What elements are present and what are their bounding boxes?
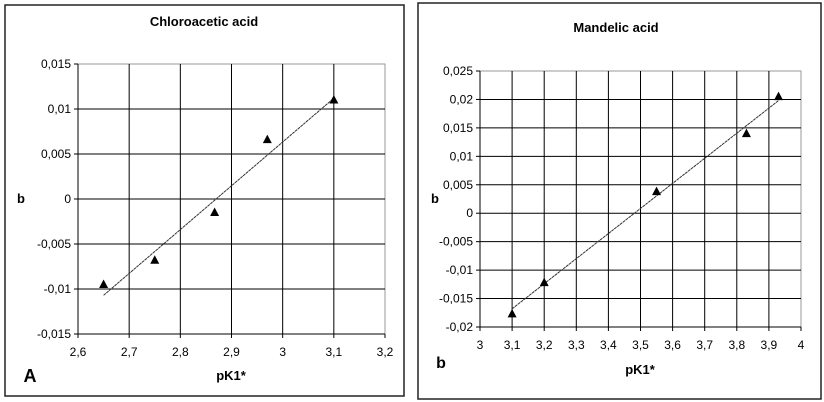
chart-1-y-tick-label: 0 <box>64 192 71 206</box>
chart-1-x-tick-label: 3,2 <box>377 345 394 359</box>
chart-2-y-tick-label: -0,02 <box>446 320 474 334</box>
chart-1-y-tick-label: 0,015 <box>41 57 71 71</box>
chart-2-x-tick-label: 3,6 <box>664 338 681 352</box>
chart-2-y-tick-label: -0,01 <box>446 263 474 277</box>
chart-2-x-tick-label: 3,9 <box>761 338 778 352</box>
chart-2-y-tick-label: 0,01 <box>450 149 474 163</box>
chart-1-y-tick-label: -0,01 <box>44 282 72 296</box>
chart-2-trendline <box>511 100 779 310</box>
chart-1-x-tick-label: 2,8 <box>172 345 189 359</box>
chart-1-data-point <box>99 279 109 288</box>
chart-2-y-axis-label: b <box>431 191 439 206</box>
chart-1-x-tick-label: 2,9 <box>223 345 240 359</box>
chart-2-y-tick-label: 0,02 <box>450 92 474 106</box>
chart-1-y-tick-label: -0,005 <box>37 237 71 251</box>
chart-1-data-point <box>150 255 160 264</box>
chart-1-x-tick-label: 2,6 <box>70 345 87 359</box>
chart-1-data-point <box>210 207 220 216</box>
chart-2-title: Mandelic acid <box>573 20 658 35</box>
chart-2-y-tick-label: 0,005 <box>443 178 473 192</box>
chart-2-data-point <box>539 277 549 287</box>
chart-1-title: Chloroacetic acid <box>150 14 258 29</box>
chart-1-x-axis-label: pK1* <box>216 368 247 383</box>
chart-1-x-tick-label: 3,1 <box>325 345 342 359</box>
chart-2-x-axis-label: pK1* <box>625 362 656 377</box>
chart-1-y-axis-label: b <box>17 191 25 206</box>
chart-2-y-tick-label: -0,015 <box>439 292 473 306</box>
chart-2-x-tick-label: 3,1 <box>504 338 521 352</box>
chart-1-x-tick-label: 2,7 <box>121 345 138 359</box>
chart-2-y-tick-label: 0,015 <box>443 121 473 135</box>
chart-2-x-tick-label: 3 <box>477 338 484 352</box>
chart-1-x-tick-label: 3 <box>279 345 286 359</box>
chart-2-data-point <box>741 128 751 138</box>
chart-2-y-tick-label: 0 <box>466 206 473 220</box>
chart-1-y-tick-label: -0,015 <box>37 327 71 341</box>
chart-2-x-tick-label: 3,5 <box>632 338 649 352</box>
chart-1-y-tick-label: 0,005 <box>41 147 71 161</box>
chart-2-y-tick-label: 0,025 <box>443 64 473 78</box>
chart-2-data-point <box>652 186 662 196</box>
chart-2-x-tick-label: 3,7 <box>696 338 713 352</box>
chart-1-trendline <box>103 97 335 296</box>
chart-2-data-point <box>774 91 784 101</box>
chart-2-x-tick-label: 4 <box>798 338 805 352</box>
chart-2-panel-label: b <box>436 355 446 372</box>
chart-1-data-point <box>262 134 272 144</box>
chart-1-data-point <box>329 95 339 104</box>
chart-2-x-tick-label: 3,4 <box>600 338 617 352</box>
chart-2-x-tick-label: 3,2 <box>536 338 553 352</box>
chart-1-panel-label: A <box>24 366 37 386</box>
chart-2-x-tick-label: 3,3 <box>568 338 585 352</box>
chart-1-y-tick-label: 0,01 <box>48 102 72 116</box>
chart-2-y-tick-label: -0,005 <box>439 235 473 249</box>
chart-2-data-point <box>507 308 517 318</box>
chart-2-x-tick-label: 3,8 <box>728 338 745 352</box>
